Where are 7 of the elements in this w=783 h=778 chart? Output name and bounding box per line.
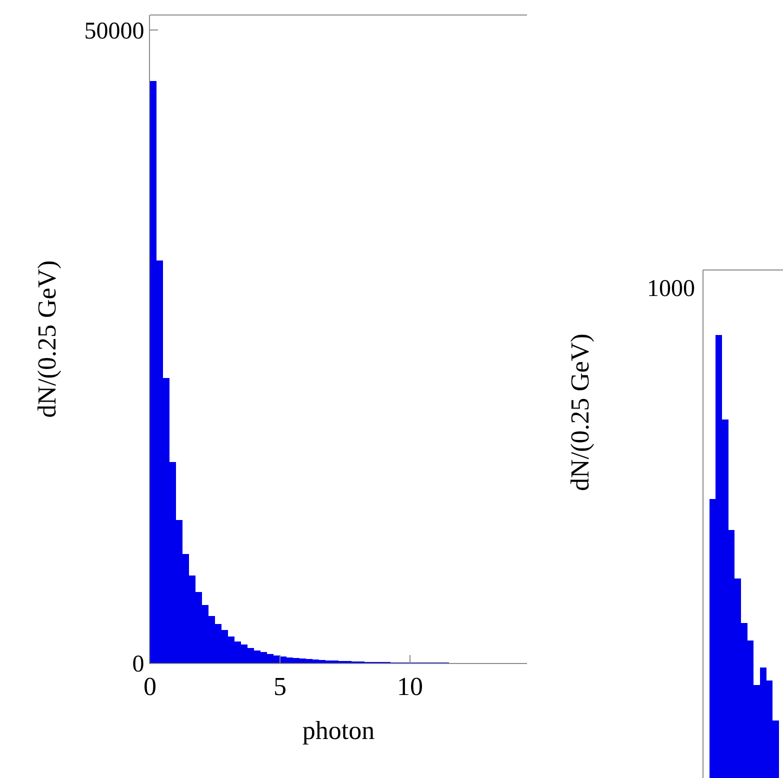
x-tick-label: 10 xyxy=(397,672,423,702)
x-axis-title: photon xyxy=(302,716,375,745)
y-axis-title: dN/(0.25 GeV) xyxy=(566,334,595,492)
x-tick-label: 5 xyxy=(274,672,286,702)
text: 1000 xyxy=(647,276,695,302)
y-axis-title: dN/(0.25 GeV) xyxy=(32,260,62,418)
y-tick-label: 50000 xyxy=(84,18,144,45)
